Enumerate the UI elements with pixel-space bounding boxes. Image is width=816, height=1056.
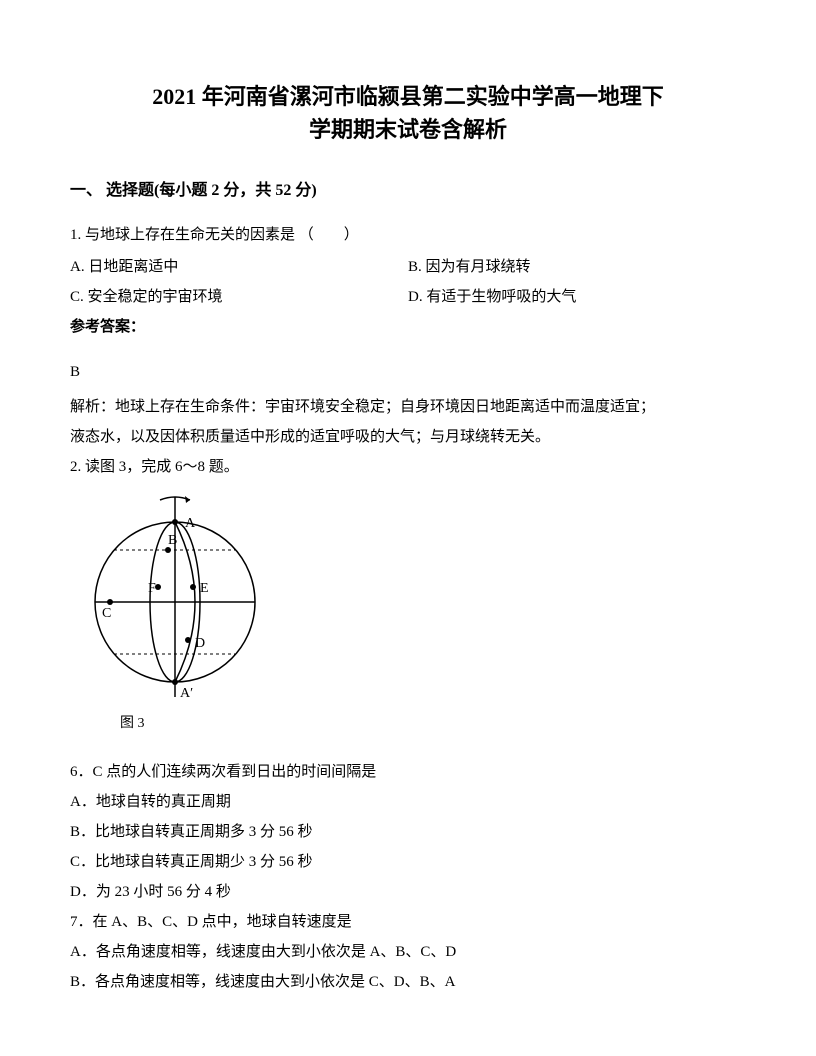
label-f: F	[148, 581, 156, 596]
q6-option-d: D．为 23 小时 56 分 4 秒	[70, 877, 746, 907]
q1-explanation1: 解析：地球上存在生命条件：宇宙环境安全稳定；自身环境因日地距离适中而温度适宜；	[70, 392, 746, 422]
q1-stem: 1. 与地球上存在生命无关的因素是 （ ）	[70, 220, 746, 250]
q6-option-b: B．比地球自转真正周期多 3 分 56 秒	[70, 817, 746, 847]
label-c: C	[102, 606, 111, 621]
q7-stem: 7．在 A、B、C、D 点中，地球自转速度是	[70, 907, 746, 937]
q1-options-row1: A. 日地距离适中 B. 因为有月球绕转	[70, 252, 746, 282]
title-line1: 2021 年河南省漯河市临颍县第二实验中学高一地理下	[70, 80, 746, 113]
q1-option-b: B. 因为有月球绕转	[408, 252, 746, 282]
q1-option-a: A. 日地距离适中	[70, 252, 408, 282]
label-a: A	[185, 516, 196, 531]
page-title: 2021 年河南省漯河市临颍县第二实验中学高一地理下 学期期末试卷含解析	[70, 80, 746, 146]
q1-option-d: D. 有适于生物呼吸的大气	[408, 282, 746, 312]
section-header: 一、 选择题(每小题 2 分，共 52 分)	[70, 176, 746, 200]
q1-explanation2: 液态水，以及因体积质量适中形成的适宜呼吸的大气；与月球绕转无关。	[70, 422, 746, 452]
earth-diagram: A B F E C D A′	[90, 492, 746, 707]
label-a-prime: A′	[180, 686, 193, 701]
globe-svg: A B F E C D A′	[90, 492, 280, 702]
title-line2: 学期期末试卷含解析	[70, 113, 746, 146]
label-b: B	[168, 533, 177, 548]
q6-option-a: A．地球自转的真正周期	[70, 787, 746, 817]
q6-option-c: C．比地球自转真正周期少 3 分 56 秒	[70, 847, 746, 877]
q1-option-c: C. 安全稳定的宇宙环境	[70, 282, 408, 312]
label-d: D	[195, 636, 205, 651]
figure-label: 图 3	[120, 712, 746, 732]
q7-option-a: A．各点角速度相等，线速度由大到小依次是 A、B、C、D	[70, 937, 746, 967]
q1-options-row2: C. 安全稳定的宇宙环境 D. 有适于生物呼吸的大气	[70, 282, 746, 312]
q7-option-b: B．各点角速度相等，线速度由大到小依次是 C、D、B、A	[70, 967, 746, 997]
label-e: E	[200, 581, 209, 596]
q2-stem: 2. 读图 3，完成 6～8 题。	[70, 452, 746, 482]
answer-label: 参考答案：	[70, 312, 746, 342]
q1-answer: B	[70, 357, 746, 387]
q6-stem: 6．C 点的人们连续两次看到日出的时间间隔是	[70, 757, 746, 787]
